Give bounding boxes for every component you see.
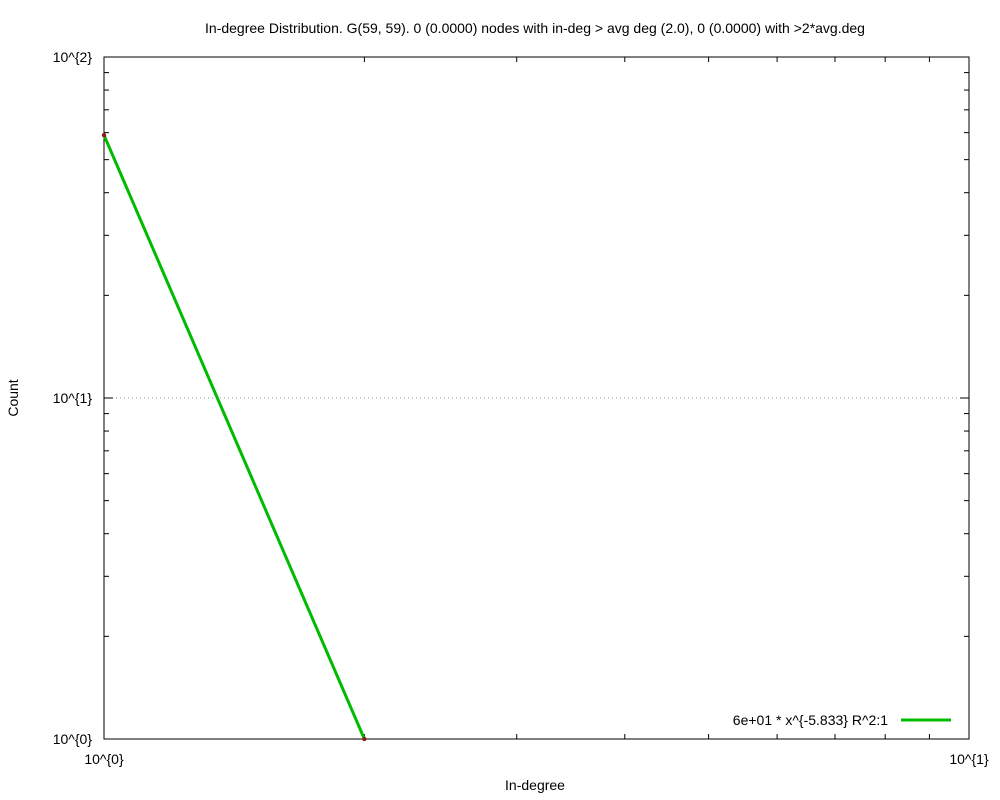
y-axis-label: Count: [5, 379, 21, 416]
plot-frame: [103, 56, 970, 740]
tick-labels: 10^{0} 10^{1} 10^{0} 10^{1} 10^{2}: [53, 49, 989, 767]
x-tick-label-1: 10^{1}: [949, 751, 989, 767]
y-tick-label-1: 10^{1}: [53, 390, 93, 406]
chart-title: In-degree Distribution. G(59, 59). 0 (0.…: [205, 20, 865, 36]
data-points: [101, 132, 367, 742]
series: [102, 134, 366, 740]
legend-label: 6e+01 * x^{-5.833} R^2:1: [733, 712, 888, 728]
data-point-0: [101, 132, 107, 138]
data-point-1: [362, 736, 367, 742]
y-tick-label-0: 10^{0}: [53, 731, 93, 747]
x-axis-label: In-degree: [505, 777, 565, 793]
y-tick-label-2: 10^{2}: [53, 49, 93, 65]
legend: 6e+01 * x^{-5.833} R^2:1: [733, 712, 951, 728]
x-tick-label-0: 10^{0}: [84, 751, 124, 767]
series-line-0: [102, 134, 366, 740]
